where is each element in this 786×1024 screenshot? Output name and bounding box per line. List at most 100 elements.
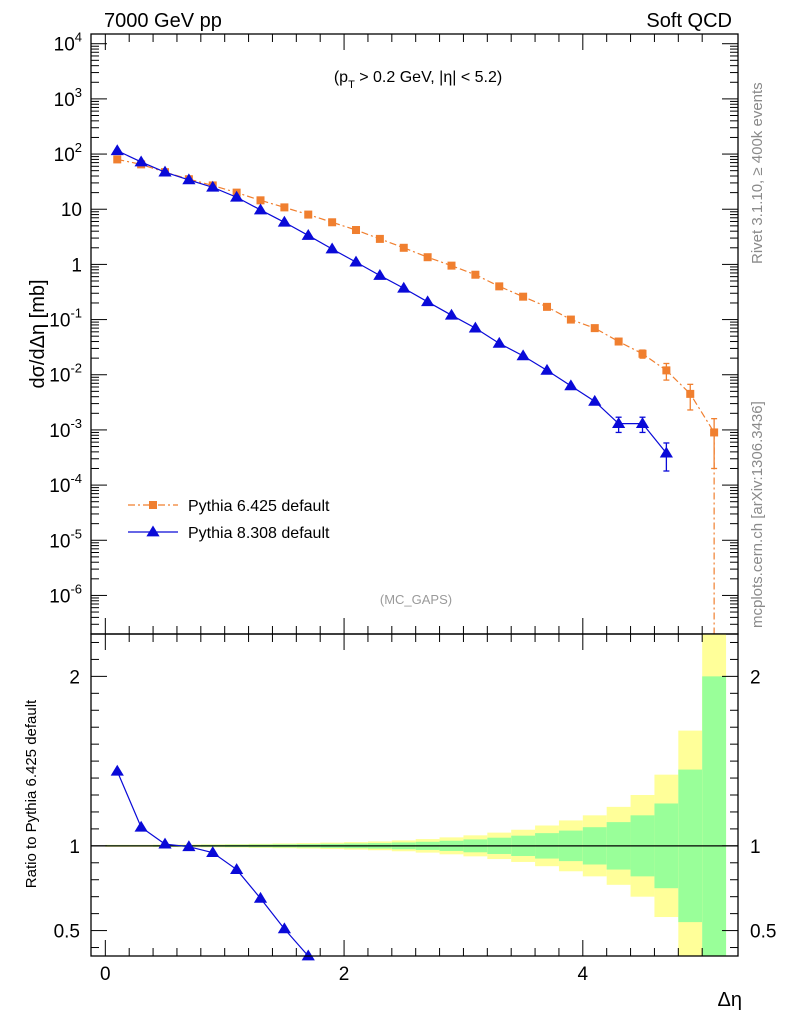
ratio-panel: 0.5 0.5 1 1 2 2 0 2 4 Ratio to Pythia 6.425 defa…: [23, 633, 776, 1011]
ratio-axis-ticks: 0.5 0.5 1 1 2 2 0 2 4: [54, 634, 776, 985]
main-axis-ticks: [91, 34, 738, 635]
main-frame: [90, 33, 739, 635]
ratio-y-tick-label: 0.5: [54, 922, 80, 943]
data-point: [635, 417, 650, 429]
data-point: [149, 501, 157, 509]
data-point: [397, 281, 411, 293]
series-line: [117, 150, 667, 454]
ratio-y-tick-label-right: 2: [750, 667, 761, 688]
ratio-y-axis-label: Ratio to Pythia 6.425 default: [23, 699, 40, 888]
data-point: [566, 315, 575, 324]
data-point: [421, 295, 435, 307]
data-point: [423, 253, 432, 262]
series-1: [113, 155, 719, 634]
x-tick-label: 2: [339, 964, 350, 985]
data-point: [230, 190, 244, 202]
data-point: [256, 196, 265, 205]
data-point: [612, 417, 626, 429]
data-point: [468, 321, 482, 333]
data-point: [158, 837, 172, 849]
y-tick-label: 102: [54, 140, 82, 166]
stat-band: [702, 676, 727, 956]
data-point: [710, 428, 719, 437]
ratio-uncertainty-bands: [105, 634, 727, 956]
data-point: [182, 840, 196, 852]
y-tick-label: 10-3: [49, 416, 82, 442]
legend: Pythia 6.425 default Pythia 8.308 default: [128, 498, 330, 542]
data-point: [588, 394, 602, 406]
data-point: [158, 165, 172, 177]
data-point: [471, 270, 480, 279]
y-tick-label: 10-6: [49, 581, 82, 607]
data-point: [686, 389, 695, 398]
data-point: [638, 349, 647, 358]
data-point: [614, 337, 623, 346]
data-point: [349, 255, 363, 267]
data-point: [280, 203, 289, 212]
data-point: [543, 302, 552, 311]
rivet-label: Rivet 3.1.10, ≥ 400k events: [749, 82, 766, 264]
data-point: [590, 324, 599, 333]
data-point: [492, 336, 506, 348]
data-point: [447, 261, 456, 270]
main-y-tick-labels: 10-6 10-5 10-4 10-3 10-2 10-1 1 10 102 103 104: [49, 30, 82, 608]
y-tick-label: 1: [71, 255, 82, 276]
data-point: [253, 203, 268, 215]
data-point: [328, 218, 337, 227]
data-point: [182, 173, 196, 185]
data-point: [113, 155, 122, 164]
data-point: [564, 379, 578, 391]
ratio-series: [110, 764, 315, 961]
data-point: [540, 363, 554, 375]
header-left: 7000 GeV pp: [104, 10, 222, 32]
data-point: [134, 820, 148, 832]
ratio-y-tick-label-right: 1: [750, 837, 761, 858]
data-point: [399, 243, 408, 252]
analysis-watermark: (MC_GAPS): [380, 592, 452, 607]
data-point: [495, 282, 504, 291]
ratio-y-tick-label: 2: [69, 667, 80, 688]
data-point: [519, 292, 528, 301]
data-point: [373, 268, 387, 280]
y-tick-label: 10-4: [49, 471, 82, 497]
data-point: [110, 144, 124, 156]
y-tick-label: 10-1: [49, 306, 82, 332]
y-tick-label: 10-5: [49, 526, 82, 552]
data-point: [375, 234, 384, 243]
x-tick-label: 0: [100, 964, 111, 985]
data-point: [277, 922, 291, 934]
cut-annotation: (pT > 0.2 GeV, |η| < 5.2): [334, 69, 502, 91]
data-point: [301, 949, 315, 961]
data-point: [110, 764, 124, 776]
main-y-axis-label: dσ/dΔη [mb]: [27, 279, 49, 388]
y-tick-label: 103: [54, 85, 82, 111]
ratio-frame: [90, 633, 739, 957]
data-point: [662, 366, 671, 375]
data-point: [134, 155, 148, 167]
data-point: [206, 846, 220, 858]
data-point: [659, 446, 673, 458]
data-point: [277, 215, 291, 227]
main-panel: 10-6 10-5 10-4 10-3 10-2 10-1 1 10 102 103 104 dσ/…: [27, 30, 739, 635]
data-point: [325, 242, 339, 254]
x-tick-label: 4: [578, 964, 589, 985]
data-point: [352, 226, 361, 235]
legend-label: Pythia 6.425 default: [188, 498, 330, 515]
data-point: [301, 228, 315, 240]
y-tick-label: 104: [54, 30, 82, 56]
data-point: [516, 349, 530, 361]
ratio-y-tick-label-right: 0.5: [750, 922, 776, 943]
data-point: [206, 180, 220, 192]
data-point: [444, 308, 459, 320]
series-2: [110, 144, 673, 472]
data-point: [253, 891, 268, 903]
data-point: [304, 210, 313, 219]
header-right: Soft QCD: [646, 10, 732, 32]
data-point: [230, 863, 244, 874]
x-axis-label: Δη: [718, 989, 742, 1011]
legend-label: Pythia 8.308 default: [188, 525, 330, 542]
ratio-series-1: [110, 764, 315, 961]
ratio-line: [116, 771, 309, 957]
y-tick-label: 10-2: [49, 361, 82, 387]
